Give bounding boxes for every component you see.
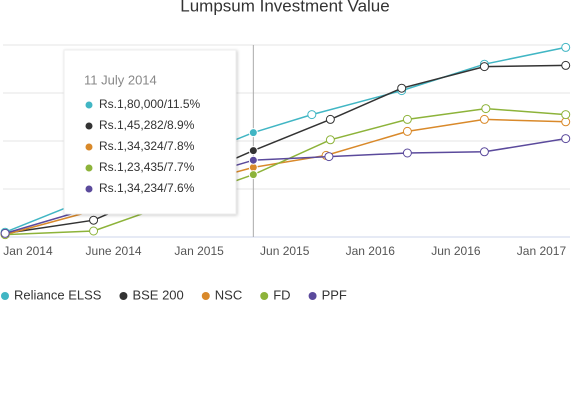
legend-label: FD [273, 287, 290, 302]
x-tick-label: Jan 2015 [174, 244, 224, 258]
legend-label: NSC [215, 287, 242, 302]
point [402, 114, 412, 124]
point [561, 134, 571, 144]
point [248, 155, 258, 165]
point [89, 215, 99, 225]
tooltip-dot [85, 101, 93, 109]
tooltip-item: Rs.1,34,234/7.6% [99, 181, 195, 195]
x-tick-label: Jan 2017 [517, 244, 567, 258]
point [479, 62, 489, 72]
point [561, 42, 571, 52]
point [248, 146, 258, 156]
x-tick-label: Jun 2015 [260, 244, 310, 258]
chart-title: Lumpsum Investment Value [180, 0, 389, 15]
x-tick-label: Jan 2014 [3, 244, 53, 258]
tooltip-dot [85, 122, 93, 130]
point [325, 135, 335, 145]
legend-marker [119, 292, 128, 300]
tooltip-item: Rs.1,34,324/7.8% [99, 139, 195, 153]
point [561, 110, 571, 120]
point [307, 110, 317, 120]
point [479, 147, 489, 157]
point [402, 148, 412, 158]
point [248, 170, 258, 180]
x-tick-label: June 2014 [86, 244, 142, 258]
tooltip-item: Rs.1,45,282/8.9% [99, 118, 195, 132]
legend-marker [201, 292, 210, 300]
tooltip-dot [85, 164, 93, 172]
point [325, 114, 335, 124]
tooltip: 11 July 2014 Rs.1,80,000/11.5% Rs.1,45,282… [63, 49, 237, 215]
tooltip-item: Rs.1,80,000/11.5% [99, 97, 201, 111]
point [481, 104, 491, 114]
point [397, 83, 407, 93]
point [402, 126, 412, 136]
legend-marker [260, 292, 269, 300]
tooltip-dot [85, 143, 93, 151]
legend-label: PPF [322, 287, 347, 302]
legend-label: Reliance ELSS [14, 287, 102, 302]
point [561, 60, 571, 70]
tooltip-title: 11 July 2014 [84, 72, 157, 87]
x-tick-label: Jan 2016 [346, 244, 396, 258]
x-tick-label: Jun 2016 [431, 244, 481, 258]
point [479, 114, 489, 124]
tooltip-item: Rs.1,23,435/7.7% [99, 160, 195, 174]
tooltip-box [63, 49, 237, 215]
legend-marker [1, 292, 9, 300]
tooltip-dot [85, 185, 93, 193]
point [0, 228, 10, 238]
point [248, 128, 258, 138]
point [89, 226, 99, 236]
point [324, 152, 334, 162]
legend-label: BSE 200 [132, 287, 183, 302]
legend-marker [308, 292, 317, 300]
